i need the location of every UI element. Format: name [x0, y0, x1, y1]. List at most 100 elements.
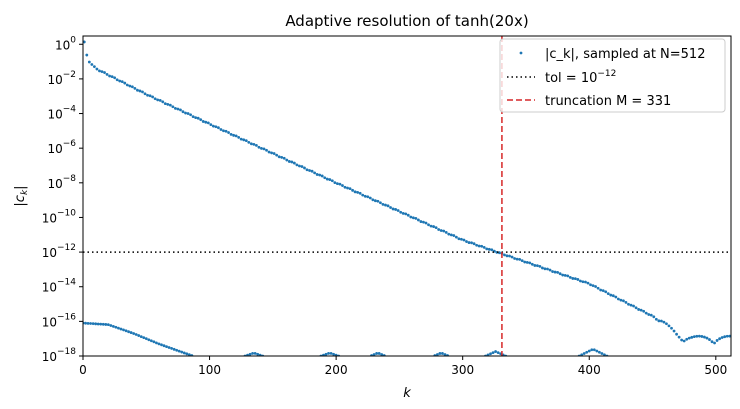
data-point [675, 332, 678, 336]
data-point [170, 347, 173, 350]
data-point [662, 320, 666, 324]
data-point [313, 171, 317, 175]
data-point [103, 71, 106, 74]
y-tick-label: 100 [55, 35, 76, 52]
data-point [411, 216, 415, 220]
data-point [595, 349, 599, 353]
data-point [214, 125, 218, 129]
data-point [442, 229, 446, 233]
x-axis-label: k [403, 386, 411, 401]
data-point [234, 134, 238, 138]
data-point [179, 108, 182, 112]
data-point [718, 337, 722, 341]
data-point [282, 156, 286, 160]
data-point [553, 270, 557, 274]
data-point [280, 156, 284, 159]
data-point [597, 350, 601, 354]
data-point [409, 215, 413, 219]
data-point [144, 337, 148, 341]
data-point [318, 173, 322, 177]
data-point [437, 228, 441, 231]
data-point [185, 352, 189, 356]
data-point [83, 40, 86, 44]
data-point [523, 260, 527, 264]
data-point [168, 103, 172, 107]
data-point [581, 280, 585, 284]
data-point [143, 92, 147, 96]
data-point [541, 266, 544, 270]
data-point [715, 339, 719, 342]
data-point [487, 247, 491, 251]
data-point [406, 213, 410, 217]
data-point [489, 352, 492, 356]
data-point [692, 335, 696, 338]
data-point [366, 195, 370, 199]
data-point [609, 293, 613, 297]
data-point [341, 184, 344, 187]
data-point [497, 251, 501, 255]
data-point [343, 185, 347, 189]
data-point [427, 223, 430, 227]
data-point [165, 345, 168, 349]
data-point [723, 335, 727, 339]
data-point [110, 75, 114, 79]
data-point [616, 297, 620, 301]
data-point [530, 262, 534, 266]
data-point [134, 333, 138, 336]
data-point [171, 105, 175, 109]
data-point [538, 265, 542, 268]
data-point [246, 353, 249, 356]
data-point [377, 352, 381, 355]
data-point [404, 212, 408, 216]
data-point [258, 353, 262, 356]
data-point [356, 190, 360, 194]
data-point [399, 210, 403, 214]
data-point [232, 133, 236, 137]
data-point [104, 323, 108, 326]
data-point [333, 181, 337, 185]
data-point [186, 112, 190, 115]
data-point [163, 102, 167, 106]
data-point [690, 335, 694, 339]
data-point [435, 353, 439, 356]
data-point [482, 246, 486, 249]
data-point [372, 353, 376, 356]
legend-item-coefficients: |c_k|, sampled at N=512 [519, 47, 705, 62]
data-point [505, 254, 509, 258]
data-point [518, 258, 522, 261]
data-point [125, 83, 129, 87]
data-point [325, 177, 329, 181]
data-point [167, 346, 171, 349]
data-point [119, 327, 123, 331]
data-point [176, 107, 180, 111]
data-point [89, 322, 92, 325]
data-point [670, 326, 673, 330]
data-point [685, 337, 689, 341]
x-tick-label: 0 [79, 363, 87, 377]
data-point [151, 95, 155, 99]
y-tick-label: 10−14 [42, 278, 77, 295]
data-point [687, 336, 691, 340]
data-point [548, 268, 552, 272]
data-point [85, 53, 89, 57]
data-point [606, 292, 610, 296]
data-point [199, 118, 203, 122]
data-point [260, 146, 263, 150]
data-point [438, 352, 442, 355]
data-point [614, 295, 618, 299]
data-point [242, 138, 246, 142]
data-point [132, 332, 136, 335]
data-point [327, 351, 330, 355]
data-point [358, 191, 362, 195]
data-point [491, 351, 495, 355]
data-point [156, 98, 160, 102]
data-point [222, 129, 225, 133]
data-point [182, 351, 186, 355]
data-point [196, 116, 200, 120]
data-point [128, 84, 132, 88]
data-point [346, 186, 349, 190]
data-point [270, 151, 273, 155]
data-point [257, 145, 261, 149]
data-point [363, 194, 367, 198]
data-point [434, 226, 438, 230]
